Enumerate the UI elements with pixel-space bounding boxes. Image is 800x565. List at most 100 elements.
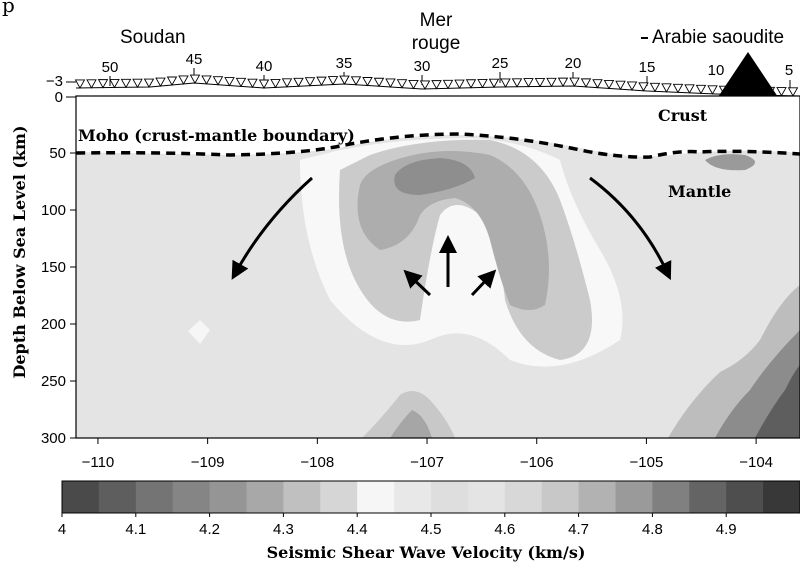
top-tick-label: 25 — [492, 55, 509, 72]
station-triangle — [626, 81, 638, 91]
longitude-tick-label: −110 — [82, 454, 115, 471]
colorbar-tick-label: 4.8 — [642, 521, 663, 538]
colorbar-swatch — [652, 481, 690, 513]
depth-tick-label: 250 — [41, 373, 66, 390]
station-triangle — [707, 85, 718, 95]
depth-tick-label: 150 — [41, 259, 66, 276]
longitude-tick-label: −104 — [739, 454, 773, 471]
elevation-tick-label: 0 — [55, 89, 63, 106]
station-triangle — [408, 80, 419, 90]
colorbar-swatch — [246, 481, 284, 513]
station-triangle — [684, 84, 695, 94]
flow-arrow-up-right — [470, 269, 497, 297]
station-triangle — [592, 79, 603, 89]
colorbar-tick-label: 4.1 — [125, 521, 146, 538]
station-triangle — [212, 76, 224, 86]
colorbar-swatch — [615, 481, 653, 513]
station-triangle — [178, 75, 189, 85]
region-label-right: Arabie saoudite — [652, 27, 784, 48]
pale-patch — [188, 320, 210, 344]
page-title-fragment: p — [2, 0, 15, 17]
station-triangle — [258, 79, 270, 89]
top-tick-label: 30 — [414, 58, 431, 75]
station-triangle — [695, 84, 707, 95]
colorbar-tick-label: 4.6 — [494, 521, 515, 538]
colorbar-swatch — [504, 481, 543, 513]
longitude-axis: −110 −109 −108 −107 −106 −105 −104 — [82, 438, 773, 471]
station-triangle — [316, 76, 327, 87]
station-triangle — [442, 79, 454, 90]
station-triangle — [454, 79, 465, 89]
station-triangle — [385, 78, 396, 88]
longitude-tick-label: −109 — [191, 454, 225, 471]
colorbar-tick-label: 4.3 — [273, 521, 294, 538]
station-markers — [74, 74, 799, 97]
station-triangle — [638, 82, 649, 92]
station-triangle — [661, 83, 672, 93]
station-triangle — [86, 79, 97, 89]
longitude-tick-label: −106 — [520, 454, 554, 471]
station-triangle — [362, 77, 373, 87]
station-triangle — [373, 77, 385, 88]
station-triangle — [120, 78, 132, 89]
colorbar-swatch — [394, 481, 432, 513]
station-triangle — [166, 76, 178, 86]
colorbar-swatch — [357, 481, 395, 513]
colorbar-swatch — [578, 481, 616, 513]
velocity-section — [75, 95, 800, 439]
station-triangle — [546, 77, 557, 88]
colorbar-tick-label: 4.2 — [199, 521, 220, 538]
station-triangle — [419, 80, 431, 90]
region-label-center-line2: rouge — [412, 33, 461, 54]
colorbar-label: Seismic Shear Wave Velocity (km/s) — [267, 543, 586, 562]
station-triangle — [189, 74, 201, 84]
longitude-tick-label: −105 — [630, 454, 664, 471]
longitude-tick-label: −108 — [300, 454, 334, 471]
fast-anomaly-deep-center-core — [390, 410, 432, 438]
station-triangle — [224, 77, 235, 87]
station-triangle — [787, 87, 799, 97]
station-triangle — [672, 83, 684, 94]
colorbar-swatch — [467, 481, 506, 513]
colorbar-swatch — [320, 481, 358, 513]
crust-label: Crust — [658, 106, 708, 125]
moho-line — [75, 132, 800, 159]
station-triangle — [327, 76, 339, 86]
colorbar-tick-label: 4.4 — [347, 521, 368, 538]
station-triangle — [477, 78, 488, 89]
flow-arrow-up-left — [403, 269, 432, 297]
colorbar-swatch — [763, 481, 800, 513]
station-triangle — [132, 78, 143, 89]
slow-anomaly-core — [394, 158, 475, 195]
colorbar-swatch — [283, 481, 321, 513]
colorbar-swatch — [541, 481, 580, 513]
station-triangle — [557, 77, 569, 88]
colorbar-swatch — [209, 481, 247, 513]
station-triangle — [776, 87, 787, 97]
depth-axis-label: Depth Below Sea Level (km) — [10, 125, 29, 378]
station-triangle — [396, 79, 408, 89]
top-tick-label: 45 — [186, 51, 203, 68]
depth-axis: 50 100 150 200 250 300 — [41, 145, 76, 447]
top-axis-ticks: 50 45 40 35 30 25 20 15 10 5 — [102, 51, 793, 90]
station-triangle — [109, 79, 120, 89]
moho-label: Moho (crust-mantle boundary) — [78, 126, 355, 145]
flow-arrow-left — [231, 176, 313, 280]
station-triangle — [465, 79, 477, 89]
colorbar-swatch — [62, 481, 100, 513]
depth-tick-label: 50 — [49, 145, 66, 162]
fast-anomaly-deep-right-inner — [755, 365, 800, 438]
top-tick-label: 35 — [336, 55, 353, 72]
station-triangle — [615, 80, 626, 91]
colorbar-tick-label: 4.7 — [568, 521, 589, 538]
station-triangle — [511, 78, 523, 88]
colorbar-swatch — [431, 481, 469, 513]
station-triangle — [500, 78, 511, 88]
colorbar-swatch — [135, 481, 174, 513]
station-triangle — [201, 75, 212, 85]
top-tick-label: 5 — [785, 62, 793, 79]
station-triangle — [569, 77, 580, 88]
station-triangle — [488, 78, 500, 89]
station-triangle — [304, 77, 316, 87]
